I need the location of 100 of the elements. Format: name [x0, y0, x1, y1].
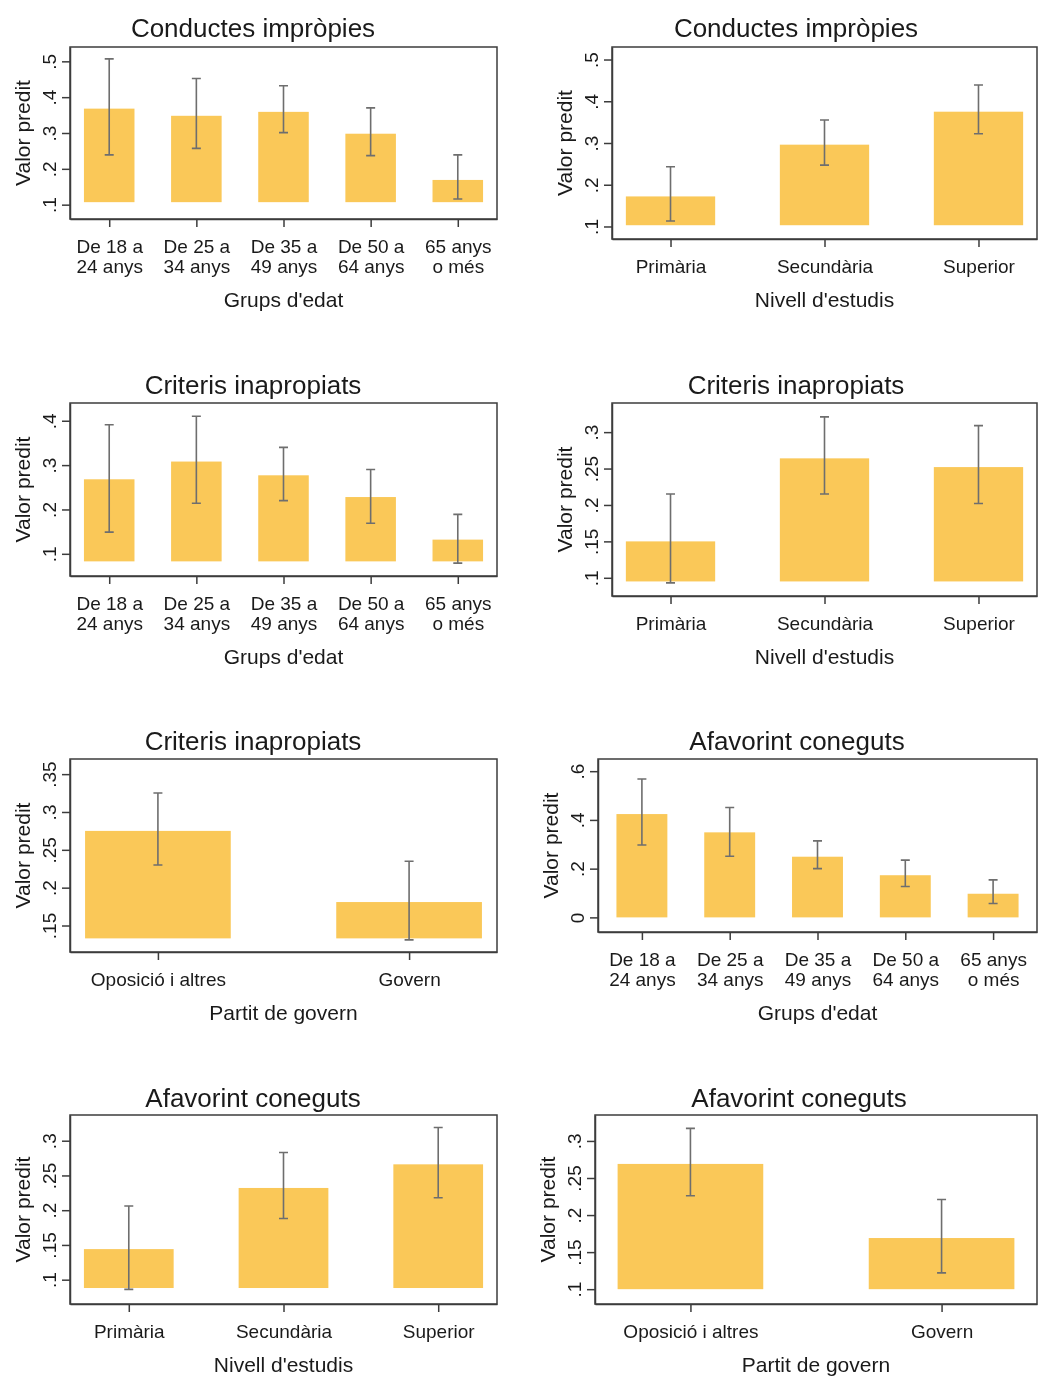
y-tick-label: .2: [39, 161, 60, 178]
bar: [345, 133, 396, 203]
x-axis-title: Partit de govern: [209, 1001, 358, 1025]
y-tick-label: .2: [567, 861, 588, 878]
bar: [83, 1249, 174, 1289]
x-tick-label: De 25 a 34 anys: [163, 592, 231, 634]
x-tick-label: De 25 a 34 anys: [163, 235, 231, 277]
x-axis-title: Nivell d'estudis: [754, 288, 895, 312]
chart-title: Afavorint coneguts: [691, 1083, 907, 1114]
y-tick-label: .1: [581, 219, 602, 235]
x-axis-title: Nivell d'estudis: [754, 645, 895, 669]
bar: [258, 111, 309, 203]
x-tick-label: De 25 a 34 anys: [696, 948, 764, 990]
bar: [83, 108, 135, 203]
x-axis-title: Grups d'edat: [223, 288, 344, 312]
y-tick-label: .5: [39, 53, 60, 70]
bar: [171, 115, 222, 203]
y-tick-label: .35: [39, 761, 60, 788]
x-tick-label: De 35 a 49 anys: [250, 235, 318, 277]
y-tick-label: .2: [564, 1207, 585, 1224]
y-tick-label: .3: [564, 1133, 585, 1150]
x-tick-label: Superior: [943, 612, 1016, 634]
y-axis-title: Valor predit: [536, 1156, 560, 1263]
y-tick-label: .4: [567, 812, 588, 829]
y-tick-label: .6: [567, 763, 588, 780]
x-tick-label: Secundària: [776, 612, 874, 634]
x-tick-label: 65 anys o més: [425, 592, 492, 634]
y-tick-label: .2: [39, 502, 60, 518]
y-tick-label: .1: [581, 570, 602, 587]
chart-title: Afavorint coneguts: [689, 726, 905, 757]
x-axis-title: Nivell d'estudis: [213, 1353, 354, 1377]
x-tick-label: De 18 a 24 anys: [76, 592, 144, 634]
y-tick-label: .15: [39, 912, 60, 940]
y-tick-label: .15: [39, 1232, 60, 1259]
y-tick-label: .4: [39, 89, 60, 106]
y-tick-label: .5: [581, 52, 602, 68]
y-axis-title: Valor predit: [11, 1156, 35, 1263]
y-axis-title: Valor predit: [539, 792, 563, 899]
chart-title: Criteris inapropiats: [687, 370, 905, 401]
x-axis-title: Grups d'edat: [757, 1001, 878, 1025]
bar: [933, 111, 1024, 226]
bar: [171, 461, 222, 562]
bar: [393, 1164, 484, 1289]
y-tick-label: .1: [39, 197, 60, 214]
chart-title: Criteris inapropiats: [144, 370, 362, 401]
y-axis-title: Valor predit: [553, 89, 577, 196]
bar: [967, 893, 1019, 918]
bar: [83, 479, 135, 562]
x-axis-title: Partit de govern: [741, 1353, 891, 1377]
bar: [625, 196, 716, 226]
x-tick-label: Primària: [635, 255, 707, 277]
y-tick-label: .3: [581, 135, 602, 152]
y-tick-label: .2: [39, 1202, 60, 1219]
y-tick-label: .25: [564, 1165, 585, 1192]
chart-title: Criteris inapropiats: [144, 726, 362, 757]
chart-title: Afavorint coneguts: [145, 1083, 361, 1114]
y-tick-label: 0: [567, 912, 588, 924]
y-tick-label: .1: [564, 1281, 585, 1298]
x-tick-label: Secundària: [776, 255, 874, 277]
bar: [625, 541, 716, 582]
x-tick-label: Govern: [910, 1320, 974, 1342]
y-tick-label: .1: [39, 1272, 60, 1289]
y-tick-label: .4: [581, 93, 602, 110]
bar: [258, 475, 309, 562]
y-tick-label: .2: [581, 497, 602, 514]
bar: [345, 497, 396, 562]
x-tick-label: Primària: [635, 612, 707, 634]
y-axis-title: Valor predit: [11, 79, 35, 186]
y-tick-label: .25: [39, 1162, 60, 1190]
chart-title: Conductes impròpies: [673, 13, 919, 44]
x-tick-label: De 35 a 49 anys: [250, 592, 318, 634]
x-tick-label: Superior: [943, 255, 1016, 277]
x-tick-label: Superior: [402, 1320, 476, 1342]
y-axis-title: Valor predit: [11, 436, 35, 543]
y-tick-label: .3: [581, 424, 602, 441]
bar: [432, 179, 484, 203]
x-tick-label: 65 anys o més: [425, 235, 492, 277]
y-tick-label: .1: [39, 546, 60, 563]
y-tick-label: .25: [39, 837, 60, 864]
x-axis-title: Grups d'edat: [223, 645, 344, 669]
x-tick-label: De 18 a 24 anys: [76, 235, 144, 277]
x-tick-label: Oposició i altres: [623, 1320, 759, 1342]
y-tick-label: .3: [39, 804, 60, 821]
y-tick-label: .15: [581, 528, 602, 556]
y-tick-label: .3: [39, 457, 60, 474]
x-tick-label: De 18 a 24 anys: [609, 948, 677, 990]
bar: [704, 832, 756, 918]
bar: [238, 1187, 329, 1289]
x-tick-label: De 50 a 64 anys: [337, 592, 405, 634]
chart-title: Conductes impròpies: [130, 13, 376, 44]
x-tick-label: Primària: [93, 1320, 166, 1342]
y-tick-label: .3: [39, 125, 60, 142]
bar: [616, 814, 668, 918]
bar: [879, 875, 931, 918]
bar: [779, 144, 870, 226]
y-tick-label: .2: [581, 177, 602, 194]
y-axis-title: Valor predit: [553, 446, 577, 553]
y-tick-label: .2: [39, 880, 60, 897]
x-tick-label: De 50 a 64 anys: [337, 235, 405, 277]
bar: [792, 856, 843, 918]
